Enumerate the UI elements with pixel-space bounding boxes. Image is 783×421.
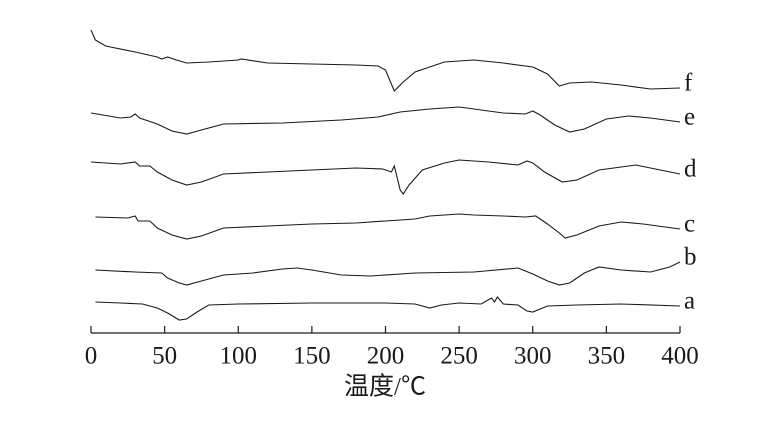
legend-label: a [684,288,695,315]
curve [95,261,681,286]
curve [90,29,681,92]
curve [90,106,681,135]
x-tick-label: 250 [440,343,478,370]
x-tick-label: 350 [588,343,626,370]
x-tick-label: 200 [367,343,405,370]
legend-label: f [684,70,693,97]
legend-label: c [684,211,695,238]
x-tick-label: 50 [152,343,177,370]
x-tick-label: 400 [661,343,699,370]
legend-label: d [684,156,697,183]
curve [90,159,681,195]
legend-label: b [684,244,697,271]
legend-label: e [684,104,695,131]
curve [95,213,681,240]
curve [95,296,681,321]
x-tick-label: 100 [220,343,258,370]
x-axis-label: 温度/℃ [344,373,426,401]
x-tick-label: 150 [293,343,331,370]
x-tick-label: 0 [85,343,98,370]
x-tick-label: 300 [514,343,552,370]
